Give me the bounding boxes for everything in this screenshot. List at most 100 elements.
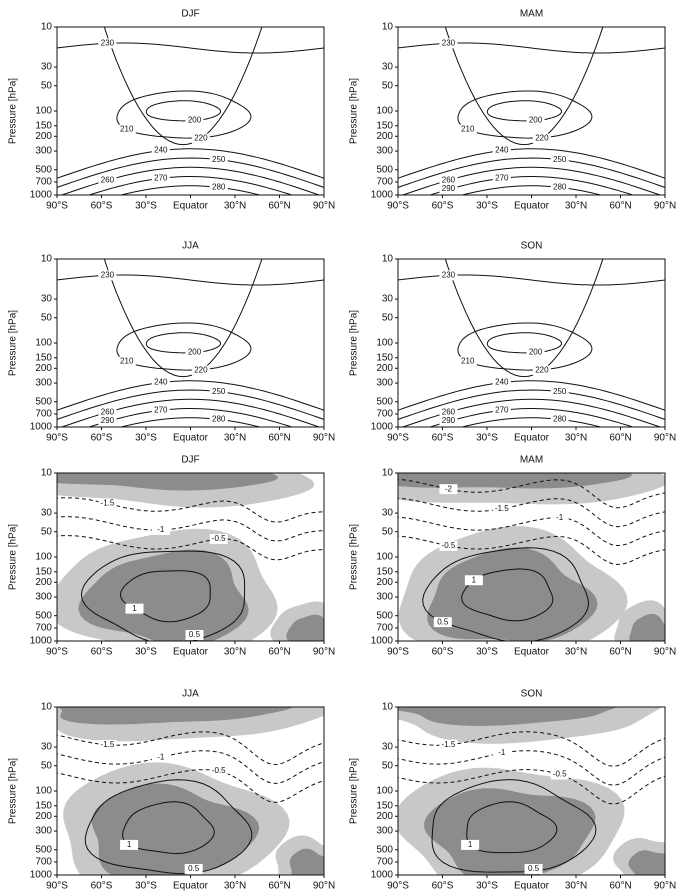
x-tick-label: 30°S <box>476 433 498 444</box>
plot-area <box>57 707 324 875</box>
y-tick-label: 700 <box>35 623 52 634</box>
contour-label: 270 <box>495 173 509 182</box>
x-tick-label: Equator <box>173 201 209 212</box>
y-tick-label: 30 <box>382 62 394 73</box>
contour-label: -2 <box>445 484 453 493</box>
y-axis-label: Pressure [hPa] <box>8 524 19 590</box>
y-tick-label: 100 <box>35 338 52 349</box>
contour-label: 260 <box>101 407 115 416</box>
y-tick-label: 700 <box>376 409 393 420</box>
contour-label: 240 <box>154 378 168 387</box>
contour-label: 260 <box>442 407 456 416</box>
label-bg <box>98 38 117 49</box>
label-bg <box>98 739 117 750</box>
y-tick-label: 10 <box>41 468 53 479</box>
y-tick-label: 50 <box>382 526 394 537</box>
y-tick-label: 50 <box>382 80 394 91</box>
label-bg <box>439 270 458 281</box>
y-tick-label: 30 <box>41 742 53 753</box>
y-tick-label: 500 <box>35 396 52 407</box>
contour-label: 1 <box>127 840 132 849</box>
label-bg <box>464 575 483 586</box>
x-tick-label: 30°N <box>565 201 587 212</box>
y-tick-label: 200 <box>376 577 393 588</box>
x-tick-label: Equator <box>173 881 209 892</box>
y-tick-label: 50 <box>382 760 394 771</box>
x-tick-label: Equator <box>514 647 550 658</box>
panel: 200 210 220 230 240 250 260 270 280 290 SON Pressur… <box>349 241 677 444</box>
contour-label: -1.5 <box>495 504 509 513</box>
label-bg <box>524 864 543 874</box>
y-tick-label: 200 <box>376 363 393 374</box>
plot-area <box>57 473 324 641</box>
y-tick-label: 1000 <box>371 636 394 647</box>
x-tick-label: 90°N <box>313 201 335 212</box>
x-tick-label: 60°N <box>268 433 290 444</box>
y-tick-label: 100 <box>376 552 393 563</box>
shade-dark <box>78 549 249 641</box>
label-bg <box>98 407 117 418</box>
contour-line <box>57 389 324 420</box>
y-tick-label: 200 <box>376 811 393 822</box>
contour-label: 0.5 <box>188 864 200 873</box>
y-tick-label: 30 <box>41 294 53 305</box>
y-axis-label: Pressure [hPa] <box>8 78 19 144</box>
plot-area <box>398 27 665 195</box>
contour-label: 0.5 <box>528 864 540 873</box>
panel: 200 210 220 230 240 250 260 270 280 DJF Pressure [… <box>8 9 336 212</box>
y-axis-label: Pressure [hPa] <box>8 310 19 376</box>
x-tick-label: 60°N <box>609 647 631 658</box>
x-tick-label: 90°N <box>654 881 676 892</box>
contour-line <box>460 417 603 427</box>
contour-label: 200 <box>188 116 202 125</box>
y-tick-label: 200 <box>35 131 52 142</box>
contour-line <box>398 274 665 286</box>
y-tick-label: 300 <box>376 378 393 389</box>
y-tick-label: 50 <box>41 526 53 537</box>
contour-label: 210 <box>120 357 134 366</box>
label-bg <box>532 133 551 144</box>
plot-area <box>57 27 324 195</box>
shade-dark <box>57 473 278 491</box>
y-tick-label: 500 <box>376 610 393 621</box>
contour-label: 240 <box>495 146 509 155</box>
y-tick-label: 150 <box>376 800 393 811</box>
y-tick-label: 10 <box>382 254 394 265</box>
x-tick-label: 60°N <box>609 433 631 444</box>
x-tick-label: 90°N <box>654 201 676 212</box>
label-bg <box>439 38 458 49</box>
contour-line <box>466 801 558 854</box>
contour-line <box>116 90 252 139</box>
contour-line <box>57 148 324 179</box>
x-tick-label: 30°N <box>224 201 246 212</box>
y-tick-label: 30 <box>382 742 394 753</box>
label-bg <box>125 603 144 614</box>
y-tick-label: 1000 <box>30 190 53 201</box>
label-bg <box>151 752 170 763</box>
label-bg <box>120 839 139 850</box>
x-tick-label: Equator <box>173 433 209 444</box>
y-tick-label: 10 <box>41 22 53 33</box>
label-bg <box>492 377 511 388</box>
contour-line <box>145 332 221 354</box>
contour-label: -0.5 <box>442 541 456 550</box>
label-bg <box>98 270 117 281</box>
label-bg <box>439 407 458 418</box>
label-bg <box>98 175 117 186</box>
shade-dark <box>91 783 260 875</box>
label-bg <box>209 182 228 193</box>
y-tick-label: 500 <box>376 396 393 407</box>
label-bg <box>209 534 228 545</box>
y-tick-label: 700 <box>35 177 52 188</box>
contour-label: 220 <box>194 366 208 375</box>
y-tick-label: 500 <box>35 844 52 855</box>
label-bg <box>433 617 452 628</box>
label-bg <box>184 864 203 874</box>
x-tick-label: 90°N <box>313 647 335 658</box>
y-tick-label: 300 <box>35 146 52 157</box>
label-bg <box>151 145 170 156</box>
x-tick-label: 30°S <box>135 433 157 444</box>
label-bg <box>458 356 477 367</box>
label-bg <box>550 512 569 523</box>
contour-label: -1 <box>556 513 564 522</box>
